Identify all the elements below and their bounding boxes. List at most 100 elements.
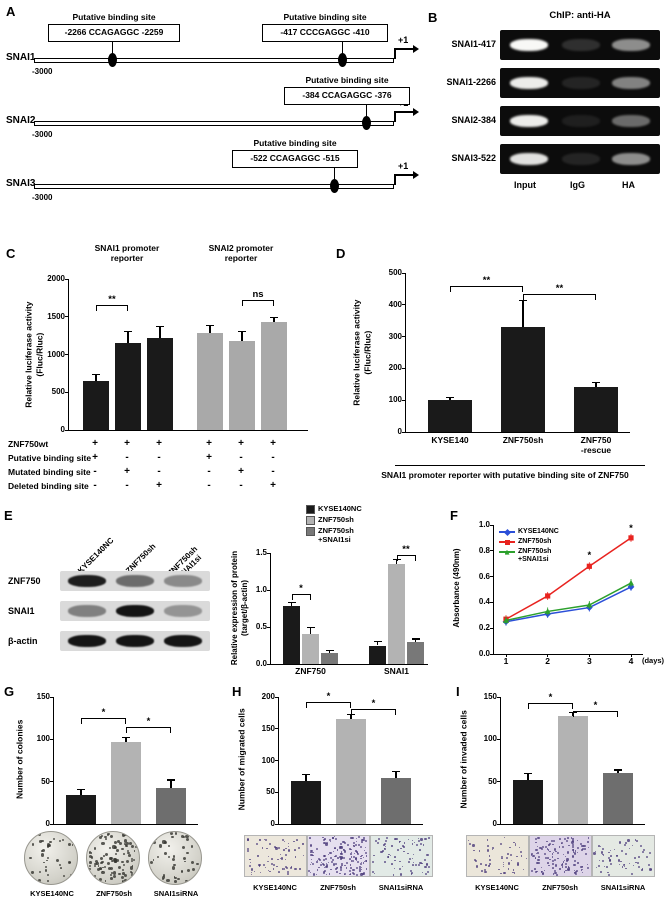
cell-dot: [403, 846, 405, 849]
y-tick-label: 50: [41, 776, 50, 786]
cell-dot: [42, 849, 46, 853]
bar-chart: 0 100 200 300 400 500 KYSE140 ZNF750sh ZNF750 -r…: [389, 268, 630, 455]
cell-dot: [425, 872, 428, 876]
condition-value: +: [156, 480, 162, 491]
cell-dot: [577, 862, 579, 864]
cell-dot: [420, 838, 423, 841]
y-tick-mark: [50, 696, 54, 698]
cell-dot: [576, 851, 579, 854]
cell-dot: [633, 857, 636, 860]
cell-dot: [107, 867, 112, 871]
cell-dot: [107, 833, 110, 836]
cell-dot: [250, 868, 253, 871]
cell-dot: [348, 848, 351, 850]
promoter-start-label: -3000: [32, 130, 53, 139]
cell-dot: [333, 851, 335, 853]
significance-label: *: [101, 707, 106, 719]
promoter-start-label: -3000: [32, 67, 53, 76]
x-axis-label: KYSE140: [431, 435, 469, 445]
gel-band-IgG: [562, 39, 600, 51]
cell-dot: [577, 840, 579, 842]
significance-label: *: [587, 549, 592, 561]
cell-dot: [176, 877, 180, 881]
cell-dot: [41, 850, 43, 852]
cell-dot: [323, 866, 326, 868]
blot-row-label: SNAI1: [8, 606, 35, 616]
cell-dot: [411, 840, 413, 842]
cell-dot: [360, 873, 363, 876]
cell-dot: [152, 841, 156, 845]
cell-dot: [155, 838, 157, 840]
cell-dot: [393, 859, 396, 862]
cell-dot: [294, 856, 297, 858]
y-tick-mark: [402, 431, 406, 433]
cell-dot: [575, 850, 577, 852]
cell-dot: [600, 870, 602, 873]
cell-dot: [275, 847, 278, 850]
cell-dot: [547, 848, 550, 851]
cell-dot: [38, 840, 42, 844]
cell-dot: [96, 861, 100, 865]
cell-dot: [41, 839, 44, 843]
cell-dot: [603, 865, 606, 868]
cell-dot: [296, 839, 299, 841]
y-tick-mark: [50, 781, 54, 783]
cell-dot: [154, 880, 157, 884]
cell-dot: [122, 833, 126, 837]
cell-dot: [277, 858, 279, 861]
cell-dot: [113, 875, 117, 879]
chip-gel-image: SNAI1-417 SNAI1-2266 SNAI2-384 SNAI3-522: [440, 30, 666, 180]
condition-value: -: [93, 480, 97, 491]
y-tick-label: 0: [397, 427, 402, 436]
cell-dot: [349, 870, 352, 873]
lane-label: Input: [514, 180, 536, 190]
cell-dot: [95, 860, 99, 864]
cell-dot: [646, 855, 649, 858]
panel-b-label: B: [428, 10, 438, 25]
cell-dot: [44, 866, 47, 869]
y-tick-label: 1500: [47, 311, 65, 321]
cell-dot: [331, 860, 334, 863]
cell-dot: [174, 832, 177, 835]
cell-dot: [426, 853, 429, 857]
cell-dot: [121, 860, 124, 864]
cell-dot: [173, 875, 176, 878]
cell-dot: [549, 858, 551, 861]
cell-dot: [484, 868, 487, 871]
gel-band-IgG: [562, 115, 600, 127]
cell-dot: [596, 867, 598, 869]
y-tick-mark: [402, 336, 406, 338]
cell-dot: [358, 836, 361, 839]
cell-dot: [576, 846, 579, 850]
cell-dot: [352, 871, 355, 874]
cell-dot: [576, 869, 579, 872]
cell-dot: [421, 871, 423, 873]
cell-dot: [563, 859, 566, 862]
binding-site-box: -522 CCAGAGGC -515: [232, 150, 358, 168]
category-label: SNAI1: [383, 666, 410, 676]
square-marker-icon: [504, 539, 510, 545]
cell-dot: [554, 872, 557, 875]
cell-dot: [267, 855, 269, 857]
panel-c-luciferase-chart: Relative luciferase activity (Fluc/Rluc)…: [8, 243, 326, 503]
cell-dot: [333, 836, 336, 838]
cell-dot: [280, 857, 284, 860]
cell-dot: [254, 870, 256, 873]
cell-dot: [617, 859, 621, 862]
panel-g-colony-assay: Number of colonies 0 50 100 150 * * KYSE140NC…: [8, 683, 220, 901]
cell-dot: [130, 860, 134, 863]
cell-dot: [557, 858, 559, 860]
cell-dot: [121, 868, 125, 872]
cell-dot: [125, 860, 130, 864]
condition-value: +: [206, 438, 212, 449]
cell-dot: [284, 859, 287, 861]
cell-dot: [333, 863, 336, 866]
legend-item: KYSE140NC: [306, 504, 362, 514]
cell-dot: [164, 852, 167, 856]
cell-dot: [99, 861, 103, 865]
cell-dot: [537, 845, 539, 847]
cell-dot: [342, 856, 345, 859]
cell-dot: [56, 859, 60, 863]
cell-dot: [566, 867, 569, 870]
y-tick-mark: [275, 696, 279, 698]
